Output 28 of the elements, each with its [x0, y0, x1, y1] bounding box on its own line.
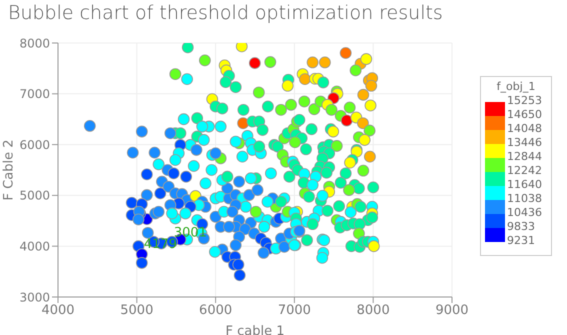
x-tick-label: 8000 — [356, 303, 390, 318]
x-tick-label: 4000 — [41, 303, 75, 318]
color-bar-label: 14048 — [507, 122, 542, 135]
x-tick-label: 6000 — [199, 303, 232, 318]
color-bar-label: 15253 — [507, 94, 542, 107]
color-bar-label: 14650 — [507, 108, 542, 122]
color-bar-label: 11038 — [507, 192, 542, 205]
color-bar-label: 10436 — [507, 206, 542, 219]
color-bar-label: 12844 — [507, 150, 542, 163]
y-axis-title: F Cable 2 — [2, 140, 17, 200]
color-bar-label: 9231 — [507, 234, 535, 247]
legend-title: f_obj_1 — [496, 80, 536, 93]
color-bar-label: 13446 — [507, 136, 542, 149]
y-tick-label: 6000 — [19, 138, 50, 152]
y-tick-label: 3000 — [19, 290, 50, 304]
y-tick-label: 8000 — [19, 36, 50, 50]
y-tick-label: 4000 — [19, 239, 50, 254]
x-tick-label: 5000 — [120, 303, 154, 318]
chart-title: Bubble chart of threshold optimization results — [8, 2, 443, 24]
color-bar-label: 11640 — [507, 178, 542, 191]
scale-legend: f_obj_1 9231 9833 10436 11038 11640 12242 12844 13446 14048 14650 15253 — [480, 76, 552, 256]
color-bar-label: 12242 — [507, 164, 542, 177]
x-axis-title: F cable 1 — [226, 324, 284, 335]
y-tick-label: 7000 — [19, 87, 50, 102]
x-tick-label: 9000 — [435, 303, 469, 318]
color-bar-label: 9833 — [507, 220, 535, 233]
x-tick-label: 7000 — [278, 303, 311, 318]
y-tick-label: 5000 — [19, 188, 50, 203]
